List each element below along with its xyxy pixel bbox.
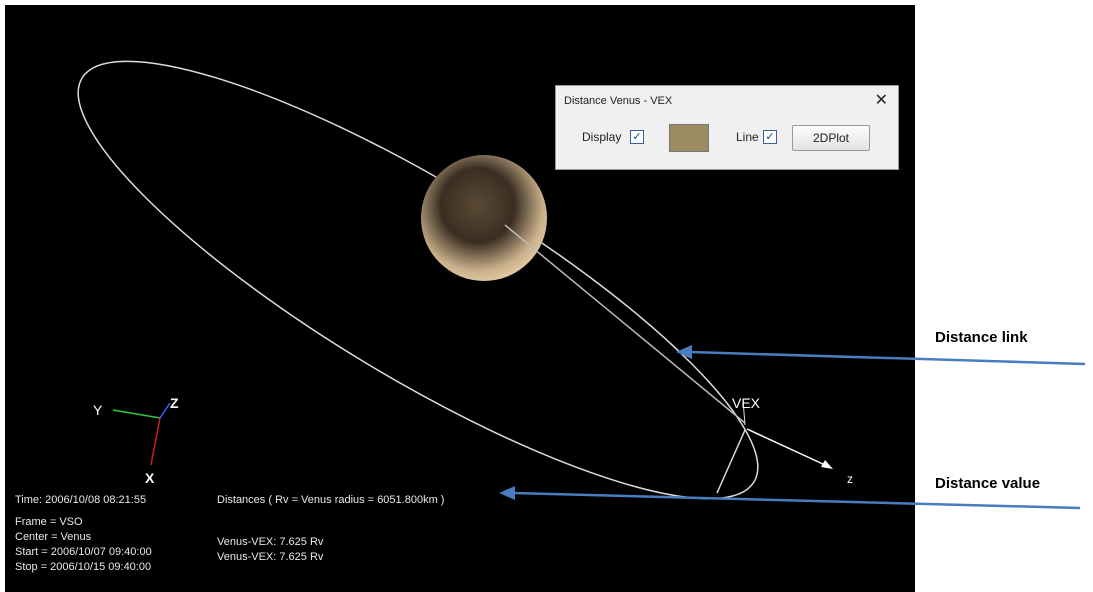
direction-label: z xyxy=(847,472,853,486)
time: Time: 2006/10/08 08:21:55 xyxy=(15,494,147,506)
scene-graphics: Y Z X VEX z xyxy=(77,60,853,500)
distance-value: Venus-VEX: 7.625 Rv xyxy=(217,551,324,563)
distance-dialog: Distance Venus - VEX ✕ Display ✓ Line ✓ … xyxy=(555,85,899,170)
z-axis-small xyxy=(159,402,171,419)
line-label: Line xyxy=(736,130,759,144)
annotation: Distance value xyxy=(935,475,1041,492)
frame: Frame = VSO xyxy=(15,516,83,528)
axis-label: X xyxy=(145,470,155,486)
close-button[interactable]: ✕ xyxy=(874,92,888,109)
z-axis xyxy=(746,428,826,466)
z-arrow xyxy=(821,460,833,469)
start: Start = 2006/10/07 09:40:00 xyxy=(15,546,152,558)
color-swatch[interactable] xyxy=(669,124,709,152)
distance-value: Venus-VEX: 7.625 Rv xyxy=(217,536,324,548)
distances-header: Distances ( Rv = Venus radius = 6051.800… xyxy=(217,494,445,506)
dialog-title: Distance Venus - VEX xyxy=(564,95,673,107)
vex-marker xyxy=(742,399,746,426)
plot-button[interactable]: 2DPlot xyxy=(792,125,870,151)
spacecraft-label: VEX xyxy=(732,395,761,411)
axis-label: Y xyxy=(93,402,103,418)
distance-link xyxy=(504,224,746,424)
venus xyxy=(421,155,547,281)
display-checkbox[interactable]: ✓ xyxy=(630,130,644,144)
stop: Stop = 2006/10/15 09:40:00 xyxy=(15,561,152,573)
y-axis xyxy=(112,409,161,419)
vex-marker xyxy=(716,429,746,494)
center: Center = Venus xyxy=(15,531,92,543)
x-axis xyxy=(150,417,161,466)
axis-label: Z xyxy=(170,395,179,411)
display-label: Display xyxy=(582,130,622,144)
line-checkbox[interactable]: ✓ xyxy=(763,130,777,144)
annotation: Distance link xyxy=(935,329,1028,346)
